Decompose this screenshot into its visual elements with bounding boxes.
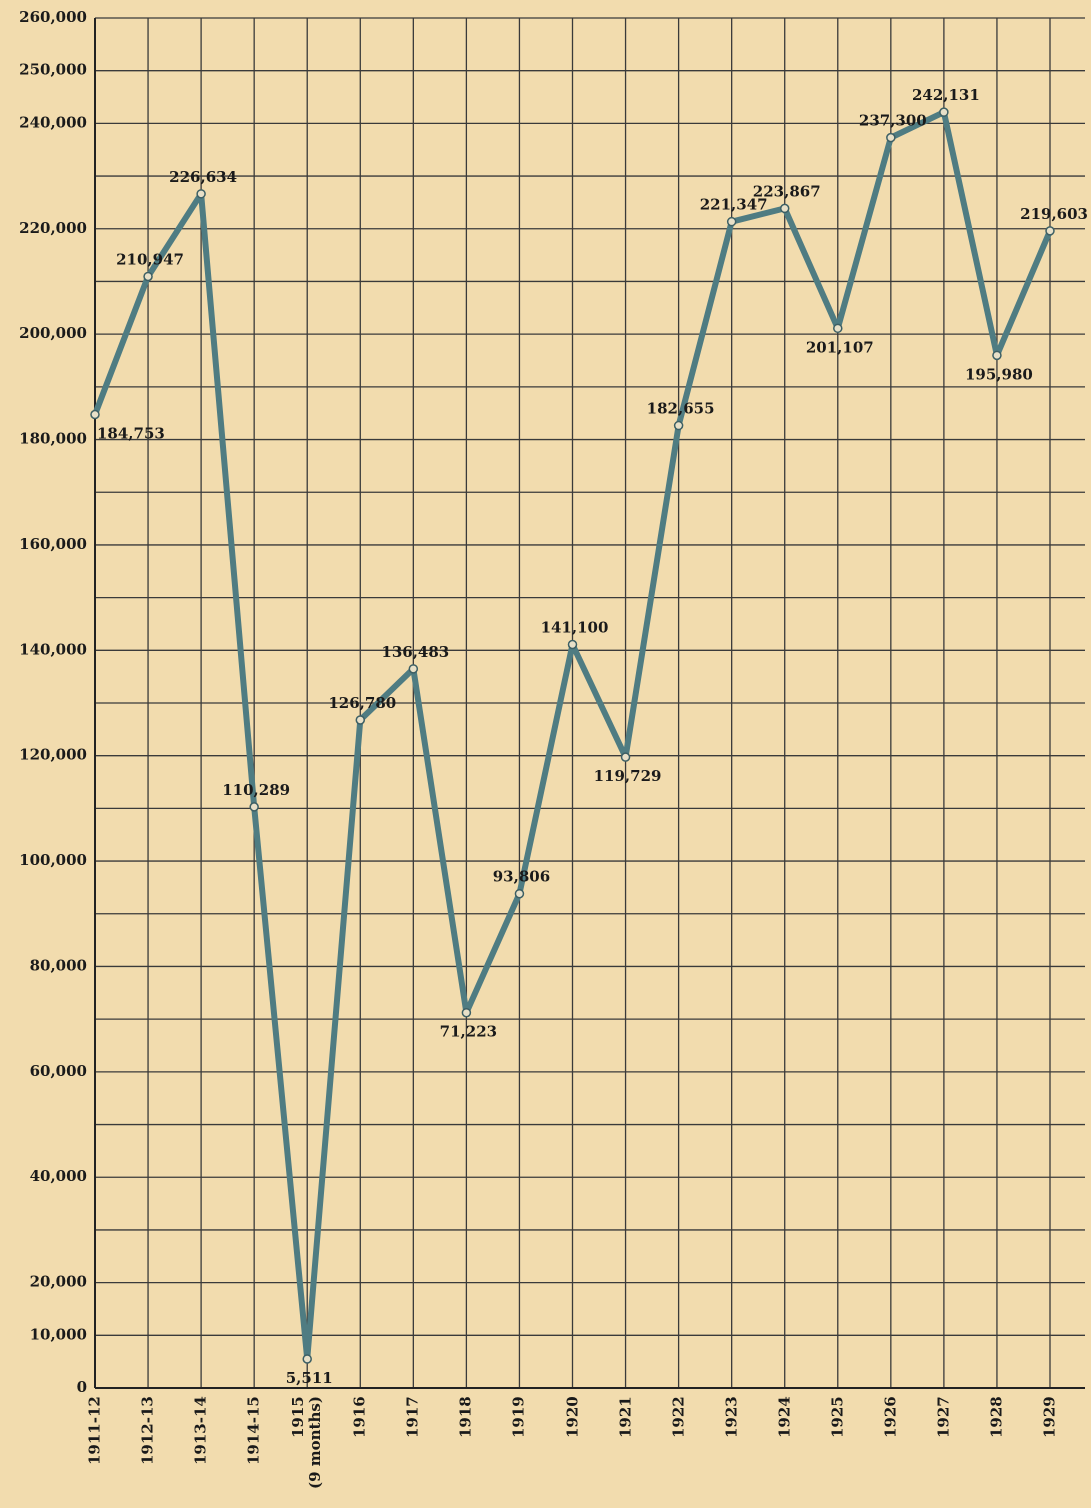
- point: [196, 189, 206, 199]
- x-tick-label: 1926: [881, 1396, 900, 1438]
- y-tick-label: 220,000: [19, 219, 87, 237]
- y-tick-label: 160,000: [19, 535, 87, 553]
- y-tick-label: 180,000: [19, 430, 87, 448]
- y-tick-label: 260,000: [19, 8, 87, 26]
- x-tick-label: 1912-13: [138, 1396, 157, 1465]
- point: [886, 132, 896, 143]
- x-tick-label: 1928: [987, 1396, 1006, 1438]
- data-label: 237,300: [859, 112, 927, 130]
- y-tick-label: 100,000: [19, 851, 87, 869]
- x-tick-label: 1920: [563, 1396, 581, 1438]
- data-label: 210,947: [116, 250, 184, 268]
- y-tick-label: 40,000: [30, 1167, 87, 1185]
- x-tick-label: 1927: [934, 1396, 953, 1438]
- y-tick-label: 20,000: [30, 1273, 87, 1291]
- point: [567, 639, 578, 650]
- point: [143, 271, 153, 282]
- point: [249, 802, 259, 812]
- x-tick-label: 1915 (9 months): [289, 1396, 325, 1489]
- y-tick-label: 240,000: [19, 113, 87, 131]
- x-tick-label: 1913-14: [191, 1396, 210, 1465]
- y-tick-label: 80,000: [30, 956, 87, 974]
- point: [833, 323, 843, 334]
- point: [620, 752, 631, 762]
- y-tick-label: 200,000: [19, 324, 87, 342]
- data-label: 136,483: [381, 643, 449, 661]
- point: [461, 1007, 472, 1018]
- y-tick-label: 60,000: [30, 1062, 87, 1080]
- data-label: 226,634: [169, 168, 237, 186]
- point: [726, 216, 737, 227]
- point: [939, 107, 949, 117]
- point: [992, 350, 1002, 361]
- y-tick-label: 10,000: [30, 1325, 87, 1343]
- data-label: 110,289: [222, 781, 290, 799]
- data-label: 242,131: [912, 86, 980, 104]
- x-tick-label: 1922: [669, 1396, 688, 1438]
- data-label: 184,753: [97, 424, 165, 442]
- point: [408, 664, 419, 674]
- point: [673, 420, 684, 431]
- data-label: 219,603: [1020, 205, 1088, 223]
- data-label: 141,100: [541, 619, 609, 637]
- x-tick-label: 1914-15: [244, 1396, 263, 1465]
- x-tick-label: 1911-12: [85, 1396, 104, 1465]
- data-label: 126,780: [328, 694, 396, 712]
- y-tick-label: 120,000: [19, 746, 87, 764]
- point: [302, 1354, 312, 1364]
- y-tick-label: 0: [77, 1378, 87, 1396]
- point: [514, 888, 525, 899]
- point: [779, 203, 790, 214]
- data-label: 195,980: [965, 365, 1033, 383]
- data-label: 182,655: [647, 400, 715, 418]
- point: [90, 409, 100, 420]
- data-label: 119,729: [594, 767, 662, 785]
- y-tick-label: 140,000: [19, 640, 87, 658]
- x-tick-label: 1918: [456, 1396, 475, 1438]
- data-label: 221,347: [700, 196, 768, 214]
- point: [1045, 226, 1055, 236]
- data-label: 71,223: [440, 1023, 497, 1041]
- point: [355, 715, 366, 725]
- x-tick-label: 1921: [616, 1396, 635, 1438]
- x-tick-label: 1923: [722, 1396, 741, 1438]
- x-tick-label: 1919: [509, 1396, 528, 1438]
- x-tick-label: 1916: [350, 1396, 369, 1438]
- data-label: 93,806: [493, 868, 550, 886]
- x-tick-label: 1917: [403, 1396, 422, 1438]
- data-label: 5,511: [286, 1369, 333, 1387]
- x-tick-label: 1925: [828, 1396, 847, 1438]
- data-label: 223,867: [753, 182, 821, 200]
- x-tick-label: 1924: [775, 1396, 794, 1438]
- x-tick-label: 1929: [1040, 1396, 1059, 1438]
- y-tick-label: 250,000: [19, 61, 87, 79]
- data-label: 201,107: [806, 338, 874, 356]
